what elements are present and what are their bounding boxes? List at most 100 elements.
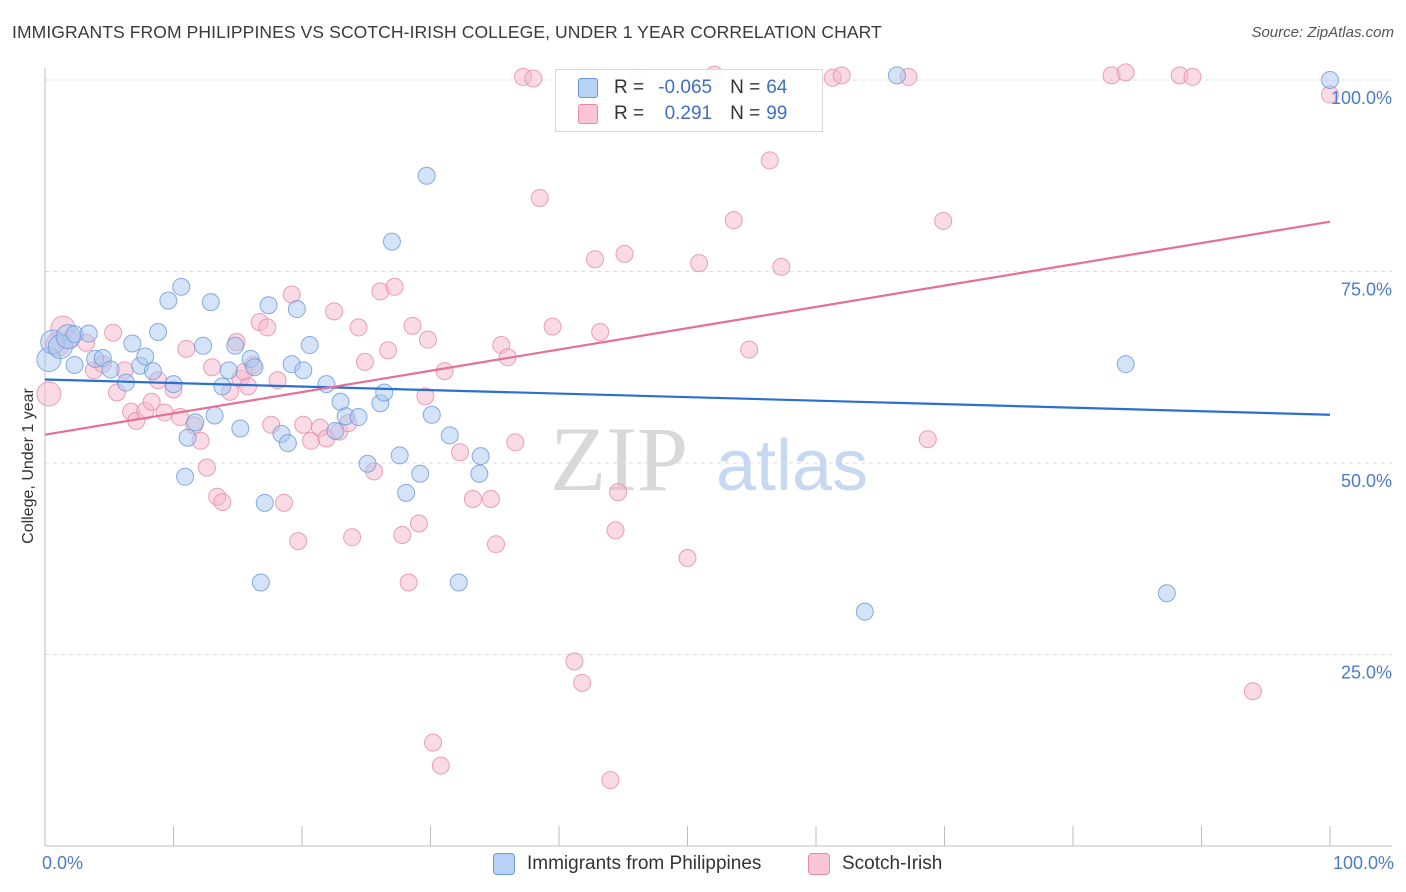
legend-item-philippines[interactable]: Immigrants from Philippines xyxy=(493,853,761,875)
philippines-point xyxy=(326,421,345,440)
scotch-irish-point xyxy=(155,403,174,422)
scotch-irish-point xyxy=(724,211,743,230)
philippines-point xyxy=(178,428,197,447)
gridlines xyxy=(45,79,1392,655)
scotch-irish-point xyxy=(565,652,584,671)
y-tick-label: 50.0% xyxy=(1341,471,1392,491)
philippines-point xyxy=(123,334,142,353)
scotch-irish-point xyxy=(409,514,428,533)
scotch-irish-point xyxy=(678,548,697,567)
scotch-irish-point xyxy=(760,151,779,170)
scotch-irish-point xyxy=(268,371,287,390)
scotch-irish-point xyxy=(601,771,620,790)
legend-item-scotch-irish[interactable]: Scotch-Irish xyxy=(808,853,942,875)
philippines-point xyxy=(470,464,489,483)
scotch-irish-point xyxy=(379,341,398,360)
scotch-irish-point xyxy=(399,573,418,592)
legend-row-philippines: R = -0.065 N = 64 xyxy=(578,76,787,100)
legend-swatch-pink xyxy=(808,853,830,875)
philippines-point xyxy=(855,602,874,621)
series-philippines-points xyxy=(36,66,1339,621)
scotch-irish-point xyxy=(481,490,500,509)
philippines-point xyxy=(219,361,238,380)
scotch-irish-point xyxy=(385,277,404,296)
philippines-point xyxy=(245,358,264,377)
chart-title: IMMIGRANTS FROM PHILIPPINES VS SCOTCH-IR… xyxy=(12,22,882,42)
philippines-point xyxy=(397,483,416,502)
y-tick-label: 100.0% xyxy=(1331,88,1392,108)
philippines-point xyxy=(887,66,906,85)
philippines-point xyxy=(143,362,162,381)
scotch-irish-point xyxy=(418,330,437,349)
scotch-irish-point xyxy=(573,673,592,692)
scotch-irish-point xyxy=(431,756,450,775)
philippines-point xyxy=(205,406,224,425)
philippines-point xyxy=(186,413,205,432)
philippines-point xyxy=(471,447,490,466)
series-scotch-irish-points xyxy=(36,63,1339,790)
scotch-irish-point xyxy=(463,490,482,509)
legend-r-label: R = xyxy=(614,77,645,98)
philippines-point xyxy=(79,324,98,343)
y-tick-label: 25.0% xyxy=(1341,663,1392,683)
scotch-irish-point xyxy=(934,211,953,230)
scotch-irish-point xyxy=(239,377,258,396)
philippines-point xyxy=(422,405,441,424)
philippines-point xyxy=(159,291,178,310)
source-label: Source: ZipAtlas.com xyxy=(1251,24,1394,41)
legend-r-label: R = xyxy=(614,103,645,124)
philippines-point xyxy=(226,336,245,355)
scotch-irish-point xyxy=(289,532,308,551)
philippines-point xyxy=(382,232,401,251)
philippines-point xyxy=(375,383,394,402)
scotch-irish-point xyxy=(403,316,422,335)
legend-label-scotch-irish: Scotch-Irish xyxy=(842,853,943,874)
scotch-irish-point xyxy=(36,381,62,407)
scotch-irish-point xyxy=(203,358,222,377)
philippines-point xyxy=(251,573,270,592)
x-tick-label-max: 100.0% xyxy=(1333,853,1394,873)
scotch-irish-point xyxy=(355,352,374,371)
scotch-irish-point xyxy=(416,387,435,406)
y-tick-label: 75.0% xyxy=(1341,280,1392,300)
scotch-irish-point xyxy=(487,535,506,554)
scotch-irish-point xyxy=(506,433,525,452)
legend-r-value-scotch-irish: 0.291 xyxy=(664,103,713,124)
watermark: ZIP atlas xyxy=(550,408,868,510)
x-tick-label-min: 0.0% xyxy=(42,853,83,873)
philippines-point xyxy=(172,277,191,296)
philippines-point xyxy=(149,323,168,342)
legend-row-scotch-irish: R = 0.291 N = 99 xyxy=(578,102,787,126)
scotch-irish-trend-line xyxy=(44,220,1331,436)
scotch-irish-point xyxy=(258,318,277,337)
axes xyxy=(44,68,1392,847)
philippines-point xyxy=(411,464,430,483)
philippines-point xyxy=(1321,71,1339,89)
watermark-atlas: atlas xyxy=(716,426,868,506)
legend-n-value-philippines: 64 xyxy=(766,77,788,98)
philippines-point xyxy=(358,454,377,473)
scotch-irish-point xyxy=(615,244,634,263)
scotch-irish-point xyxy=(530,188,549,207)
philippines-point xyxy=(65,355,84,374)
scotch-irish-point xyxy=(435,362,454,381)
philippines-point xyxy=(259,296,278,315)
legend-r-value-philippines: -0.065 xyxy=(658,77,713,98)
scotch-irish-point xyxy=(177,339,196,358)
legend-swatch-pink xyxy=(578,104,598,124)
scotch-irish-point xyxy=(424,733,443,752)
tick-labels: 25.0% 50.0% 75.0% 100.0% 0.0% 100.0% xyxy=(42,88,1394,873)
scotch-irish-point xyxy=(393,526,412,545)
legend-label-philippines: Immigrants from Philippines xyxy=(527,853,762,874)
philippines-point xyxy=(194,336,213,355)
philippines-point xyxy=(287,300,306,319)
legend-swatch-blue xyxy=(493,853,515,875)
legend-n-label: N = xyxy=(730,77,761,98)
scotch-irish-point xyxy=(275,493,294,512)
scotch-irish-point xyxy=(197,458,216,477)
scotch-irish-point xyxy=(918,430,937,449)
scotch-irish-point xyxy=(343,528,362,547)
philippines-point xyxy=(417,166,436,185)
scotch-irish-point xyxy=(524,69,543,88)
